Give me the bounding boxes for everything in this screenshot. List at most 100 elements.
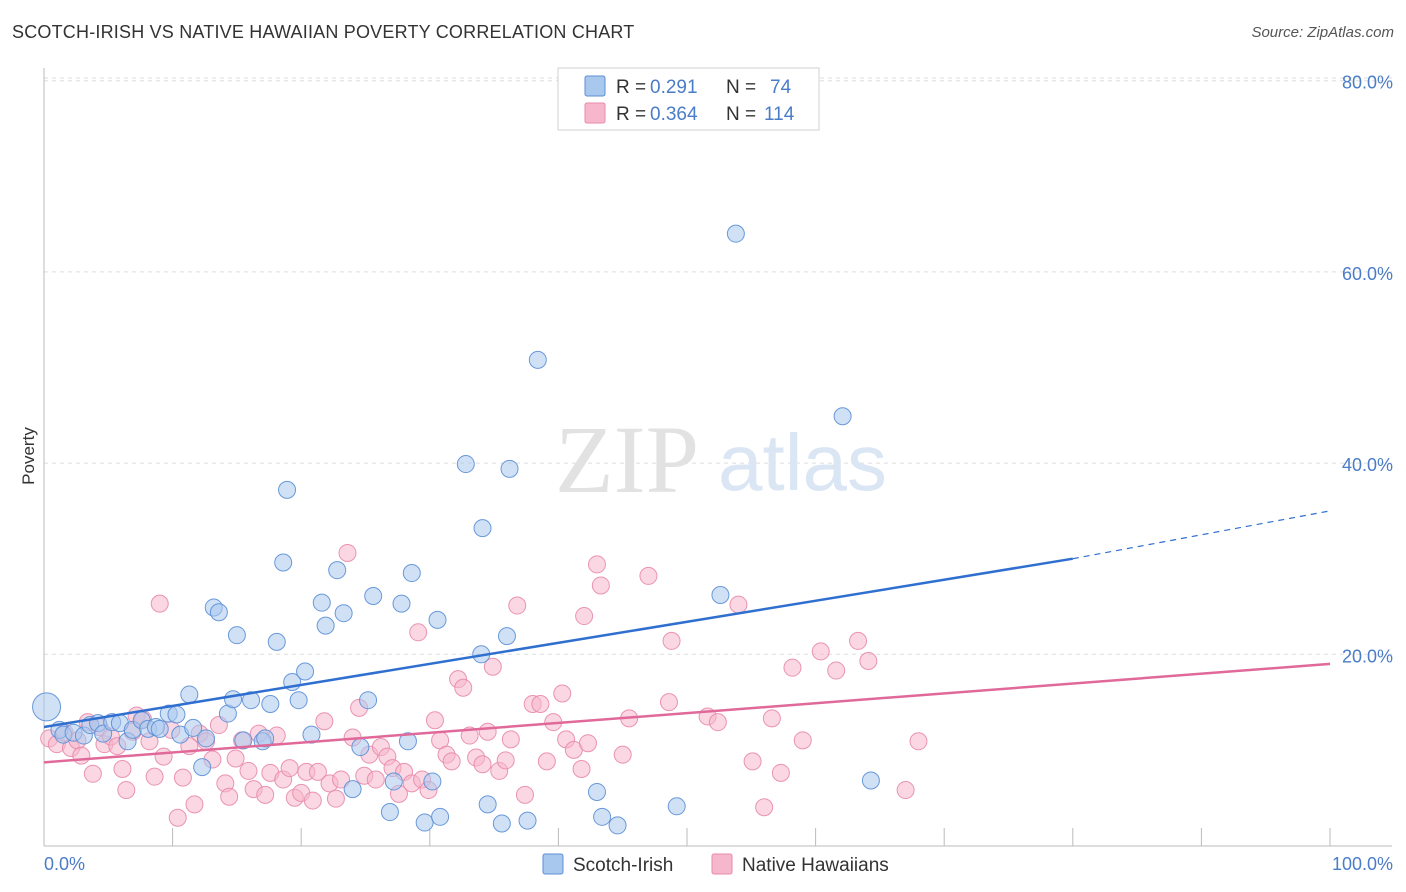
native-hawaiians-point [72, 746, 91, 765]
legend-n-value-2: 114 [764, 104, 795, 125]
scotch-irish-point [500, 459, 519, 478]
watermark-zip: ZIP [555, 406, 699, 513]
scotch-irish-point [289, 691, 308, 710]
scotch-irish-point [428, 610, 447, 629]
scotch-irish-point [209, 603, 228, 622]
watermark: ZIP atlas [555, 406, 887, 513]
native-hawaiians-point [496, 751, 515, 770]
native-hawaiians-point [508, 596, 527, 615]
native-hawaiians-point [793, 731, 812, 750]
native-hawaiians-point [613, 745, 632, 764]
scotch-irish-point [328, 561, 347, 580]
native-hawaiians-point [409, 623, 428, 642]
scotch-irish-point [861, 771, 880, 790]
native-hawaiians-point [256, 785, 275, 804]
y-axis-label: Poverty [19, 427, 38, 485]
scotch-irish-point [150, 719, 169, 738]
native-hawaiians-point [185, 795, 204, 814]
legend-r-label-2: R = [616, 104, 646, 125]
bottom-legend-label-native-hawaiians: Native Hawaiians [742, 855, 889, 876]
series-legend: Scotch-Irish Native Hawaiians [542, 853, 889, 876]
native-hawaiians-point [501, 730, 520, 749]
native-hawaiians-point [659, 693, 678, 712]
scotch-irish-point [343, 780, 362, 799]
y-tick-labels: 20.0% 40.0% 60.0% 80.0% [1342, 73, 1393, 667]
native-hawaiians-point [578, 734, 597, 753]
scotch-irish-point [312, 593, 331, 612]
scotch-irish-point [234, 731, 253, 750]
trend-layer [43, 510, 1331, 764]
native-hawaiians-point [338, 543, 357, 562]
native-hawaiians-point [587, 555, 606, 574]
native-hawaiians-point [168, 808, 187, 827]
scotch-irish-points [32, 224, 880, 835]
native-hawaiians-point [811, 642, 830, 661]
y-tick-label-80: 80.0% [1342, 73, 1393, 93]
scotch-irish-point [492, 814, 511, 833]
bottom-legend-swatch-scotch-irish [542, 853, 564, 875]
native-hawaiians-point [113, 760, 132, 779]
native-hawaiians-point [783, 658, 802, 677]
scotch-irish-point [587, 782, 606, 801]
scotch-irish-trend-line [43, 557, 1074, 729]
scotch-irish-point [351, 738, 370, 757]
native-hawaiians-point [303, 791, 322, 810]
native-hawaiians-point [173, 768, 192, 787]
scotch-irish-point [593, 807, 612, 826]
native-hawaiians-point [591, 576, 610, 595]
native-hawaiians-point [83, 764, 102, 783]
native-hawaiians-point [478, 722, 497, 741]
scotch-irish-point [456, 455, 475, 474]
native-hawaiians-point [909, 732, 928, 751]
legend-n-label-2: N = [726, 104, 756, 125]
scotch-irish-point [224, 690, 243, 709]
y-tick-label-20: 20.0% [1342, 646, 1393, 666]
native-hawaiians-point [755, 798, 774, 817]
scotch-irish-point [334, 604, 353, 623]
scotch-irish-point [261, 695, 280, 714]
scotch-irish-point [833, 407, 852, 426]
native-hawaiians-point [827, 661, 846, 680]
bottom-legend-swatch-native-hawaiians [711, 853, 733, 875]
native-hawaiians-point [537, 752, 556, 771]
native-hawaiians-point [454, 678, 473, 697]
scotch-irish-point [431, 807, 450, 826]
legend-swatch-scotch-irish [584, 75, 606, 97]
native-hawaiians-point [515, 785, 534, 804]
scotch-irish-point [415, 813, 434, 832]
scotch-irish-point [528, 350, 547, 369]
native-hawaiians-point [442, 752, 461, 771]
x-tick-min: 0.0% [44, 854, 85, 874]
native-hawaiians-point [553, 684, 572, 703]
scotch-irish-point [518, 811, 537, 830]
scotch-irish-point [302, 725, 321, 744]
scotch-irish-point [274, 553, 293, 572]
correlation-legend: R = 0.291 N = 74 R = 0.364 N = 114 [557, 67, 820, 131]
scotch-irish-point [256, 729, 275, 748]
native-hawaiians-point [366, 770, 385, 789]
scotch-irish-point [726, 224, 745, 243]
scotch-irish-point [267, 632, 286, 651]
native-hawaiians-point [859, 651, 878, 670]
native-hawaiians-point [326, 789, 345, 808]
chart-title: SCOTCH-IRISH VS NATIVE HAWAIIAN POVERTY … [12, 22, 635, 42]
native-hawaiians-point [531, 695, 550, 714]
scotch-irish-point [478, 795, 497, 814]
chart-source: Source: ZipAtlas.com [1251, 24, 1394, 41]
legend-r-value-1: 0.291 [650, 77, 698, 98]
scotch-irish-point [167, 705, 186, 724]
bottom-legend-label-scotch-irish: Scotch-Irish [573, 855, 673, 876]
native-hawaiians-point [729, 595, 748, 614]
grid-layer [44, 77, 1392, 655]
native-hawaiians-point [896, 781, 915, 800]
native-hawaiians-point [315, 712, 334, 731]
scotch-irish-point [608, 816, 627, 835]
scotch-irish-point [711, 586, 730, 605]
scotch-irish-point [380, 803, 399, 822]
native-hawaiians-point [575, 607, 594, 626]
scotch-irish-point [184, 718, 203, 737]
native-hawaiians-point [473, 755, 492, 774]
native-hawaiians-point [483, 657, 502, 676]
scotch-irish-trend-extension [1072, 510, 1331, 560]
native-hawaiians-point [226, 749, 245, 768]
